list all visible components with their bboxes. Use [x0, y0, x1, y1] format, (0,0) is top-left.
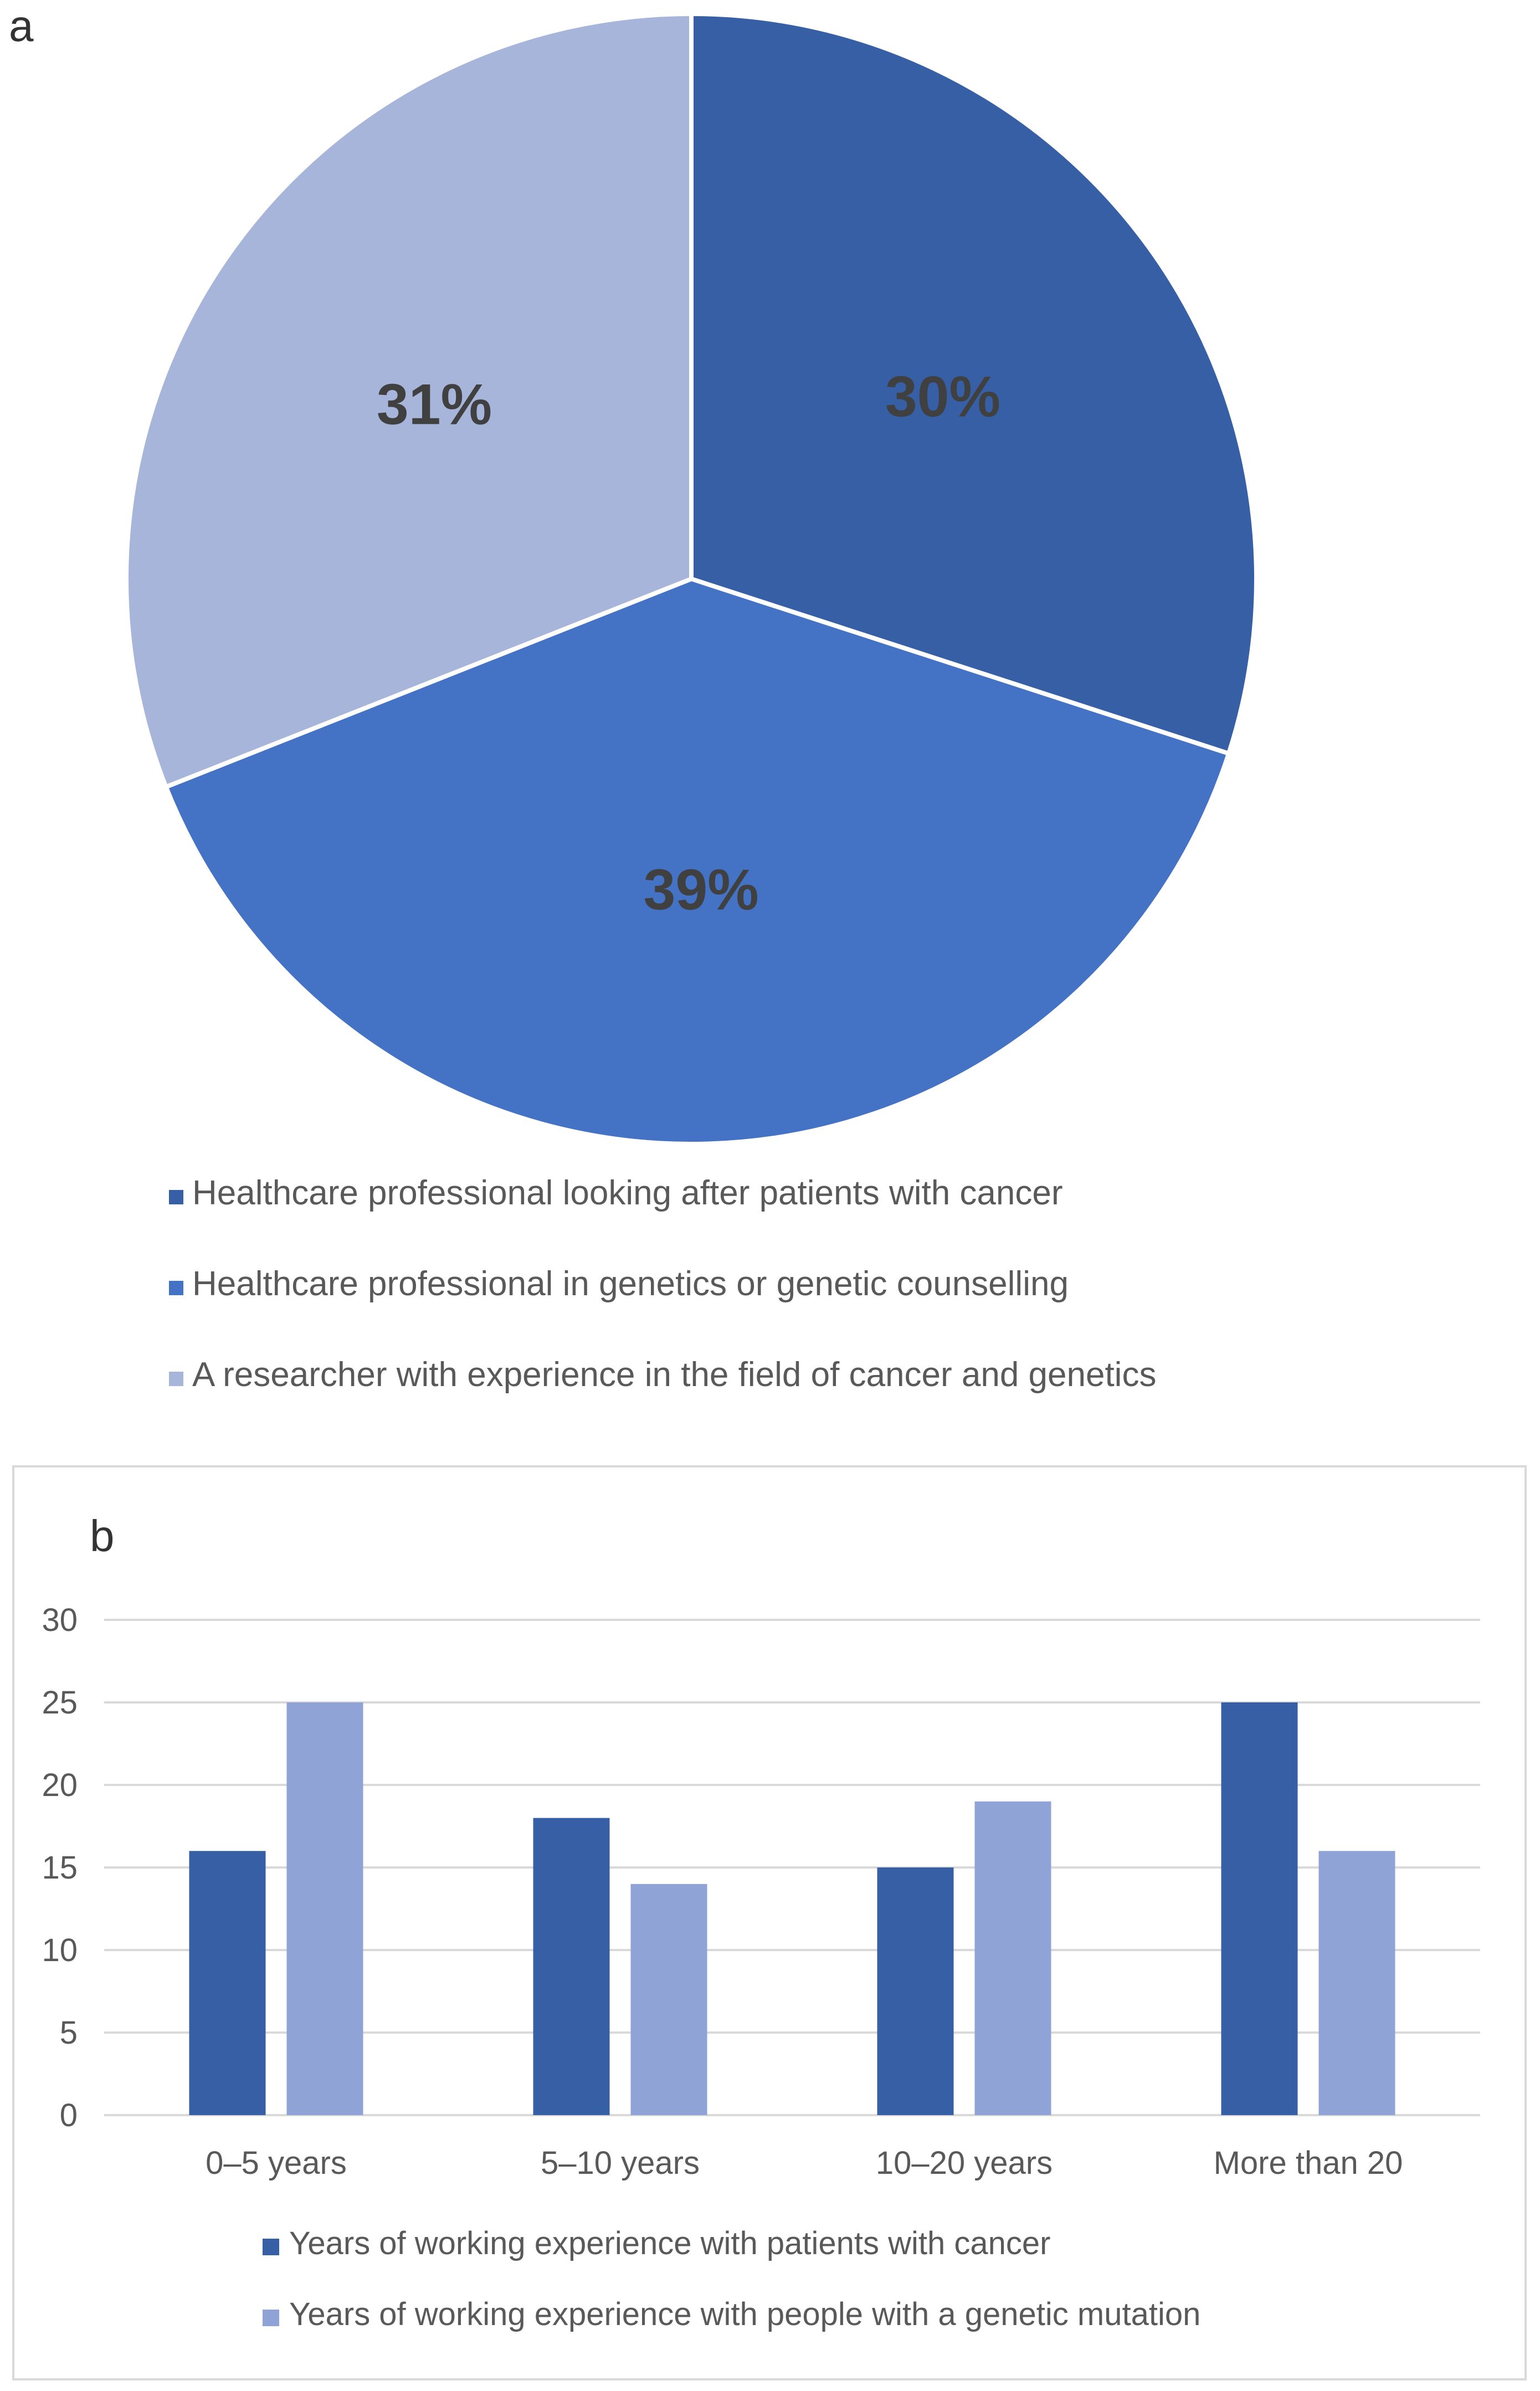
legend-entry-label: A researcher with experience in the fiel… — [192, 1356, 1156, 1394]
y-tick-label: 25 — [42, 1685, 78, 1721]
bar-chart-panel: b 0 5 10 15 20 25 30 0–5 years 5–10 years 10–20 … — [12, 1465, 1527, 2380]
bar-marks — [189, 1702, 1395, 2115]
bar-more-than-20-series-2 — [1318, 1851, 1395, 2115]
pie-chart-panel: a 30% 39% 31% Healthcare professional look… — [9, 1, 1259, 1394]
legend-entry-label: Years of working experience with patient… — [289, 2225, 1050, 2261]
bar-x-tick-labels: 0–5 years 5–10 years 10–20 years More than … — [206, 2145, 1403, 2181]
y-tick-label: 0 — [60, 2097, 78, 2133]
pie-slice-label: 31% — [377, 373, 492, 437]
y-tick-label: 20 — [42, 1767, 78, 1803]
legend-swatch — [169, 1190, 183, 1204]
x-tick-label: More than 20 — [1214, 2145, 1403, 2181]
y-tick-label: 5 — [60, 2015, 78, 2051]
x-tick-label: 10–20 years — [876, 2145, 1053, 2181]
pie-slice-39 — [163, 577, 1231, 1146]
legend-swatch — [263, 2310, 279, 2326]
y-tick-label: 10 — [42, 1932, 78, 1968]
panel-label-b: b — [90, 1511, 115, 1561]
pie-slice-label: 30% — [885, 365, 1000, 429]
pie-slice-labels: 30% 39% 31% — [377, 365, 1000, 922]
bar-more-than-20-series-1 — [1221, 1702, 1298, 2115]
pie-slice-31 — [124, 12, 694, 789]
legend-entry-label: Healthcare professional in genetics or g… — [192, 1265, 1069, 1303]
panel-label-a: a — [9, 1, 34, 50]
pie-legend: Healthcare professional looking after pa… — [169, 1174, 1156, 1394]
legend-swatch — [169, 1372, 183, 1386]
legend-entry-label: Years of working experience with people … — [289, 2296, 1200, 2332]
pie-slice-label: 39% — [644, 858, 759, 922]
bar-legend: Years of working experience with patient… — [263, 2225, 1200, 2332]
bar-5-10-years-series-1 — [533, 1818, 610, 2115]
y-tick-label: 15 — [42, 1850, 78, 1886]
pie-slice-30 — [689, 12, 1259, 756]
legend-entry-label: Healthcare professional looking after pa… — [192, 1174, 1063, 1212]
bar-y-tick-labels: 0 5 10 15 20 25 30 — [42, 1602, 78, 2133]
legend-swatch — [169, 1281, 183, 1295]
bar-10-20-years-series-2 — [974, 1801, 1051, 2115]
x-tick-label: 0–5 years — [206, 2145, 347, 2181]
legend-swatch — [263, 2239, 279, 2255]
bar-0-5-years-series-2 — [286, 1702, 363, 2115]
x-tick-label: 5–10 years — [541, 2145, 700, 2181]
bar-10-20-years-series-1 — [877, 1867, 954, 2115]
y-tick-label: 30 — [42, 1602, 78, 1638]
pie-slices — [124, 12, 1259, 1146]
bar-5-10-years-series-2 — [630, 1884, 707, 2115]
bar-0-5-years-series-1 — [189, 1851, 266, 2115]
